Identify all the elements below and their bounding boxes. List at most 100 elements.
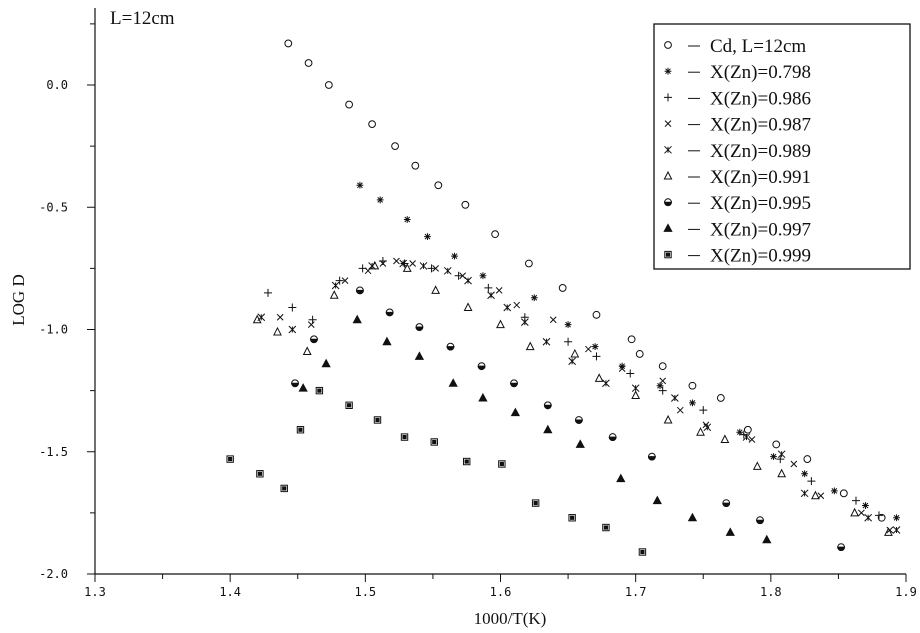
data-point	[558, 284, 567, 292]
data-point	[341, 277, 349, 284]
data-point	[252, 314, 262, 324]
data-point	[602, 523, 610, 532]
data-point	[391, 142, 399, 151]
data-point	[892, 526, 901, 534]
data-point	[496, 319, 505, 329]
data-point	[461, 200, 470, 209]
data-point	[722, 499, 731, 507]
data-point	[699, 406, 708, 415]
data-point	[376, 196, 384, 204]
data-point	[524, 259, 533, 268]
x-tick-label: 1.3	[84, 585, 106, 599]
y-tick-label: -2.0	[39, 567, 68, 581]
data-point	[419, 262, 428, 270]
data-point	[484, 283, 493, 292]
data-point	[415, 323, 424, 331]
data-point	[618, 362, 626, 370]
data-point	[631, 390, 641, 400]
data-point	[574, 416, 583, 424]
data-point	[850, 507, 860, 517]
data-point	[307, 321, 315, 328]
data-point	[379, 260, 387, 267]
data-point	[663, 414, 673, 424]
data-point	[424, 233, 431, 240]
data-point	[446, 342, 455, 351]
data-point	[370, 260, 380, 270]
data-point	[743, 425, 752, 434]
data-point	[510, 379, 518, 388]
data-point	[671, 394, 679, 402]
legend-entry: Cd, L=12cm	[664, 36, 806, 57]
data-point	[803, 455, 812, 463]
series-1	[284, 39, 886, 522]
data-point	[284, 39, 293, 48]
data-point	[676, 406, 684, 414]
data-point	[409, 260, 416, 267]
data-point	[399, 259, 408, 268]
data-point	[877, 513, 886, 522]
data-point	[432, 265, 439, 272]
x-tick-label: 1.5	[354, 585, 376, 599]
data-point	[736, 428, 744, 436]
data-point	[373, 416, 382, 424]
data-point	[594, 373, 604, 382]
data-point	[291, 379, 299, 388]
data-point	[543, 401, 552, 410]
data-point	[454, 271, 463, 280]
data-point	[304, 59, 313, 67]
y-tick-label: -0.5	[39, 200, 68, 214]
x-tick-label: 1.6	[490, 585, 512, 599]
legend-marker	[664, 145, 672, 154]
data-point	[564, 337, 573, 346]
data-point	[479, 272, 487, 280]
data-point	[335, 276, 344, 285]
data-point	[403, 216, 411, 223]
data-point	[807, 477, 816, 486]
data-point	[635, 350, 644, 358]
data-point	[525, 341, 535, 351]
series-2	[356, 181, 900, 522]
data-point	[748, 436, 756, 443]
data-point	[618, 365, 626, 372]
data-point	[430, 438, 438, 446]
data-point	[585, 345, 592, 353]
data-point	[864, 513, 873, 522]
legend-marker	[664, 198, 672, 207]
data-point	[331, 281, 340, 290]
data-point	[725, 527, 735, 536]
data-point	[862, 502, 869, 509]
data-point	[851, 496, 860, 505]
data-point	[656, 382, 664, 390]
data-point	[564, 321, 572, 329]
data-point	[298, 383, 308, 392]
data-point	[608, 433, 617, 441]
series-5	[257, 259, 901, 534]
data-point	[385, 308, 394, 317]
legend-entry: X(Zn)=0.997	[663, 219, 811, 240]
series-9	[226, 386, 647, 556]
data-point	[800, 489, 809, 498]
data-point	[364, 267, 372, 275]
data-point	[393, 257, 400, 265]
data-points	[226, 39, 901, 556]
legend-entry: X(Zn)=0.995	[664, 193, 811, 214]
data-point	[356, 286, 364, 295]
data-point	[543, 424, 553, 434]
data-point	[696, 427, 705, 436]
data-point	[414, 351, 425, 360]
legend-marker	[664, 93, 672, 102]
data-point	[658, 386, 667, 395]
data-point	[324, 81, 333, 89]
legend-entry: X(Zn)=0.986	[664, 88, 811, 109]
data-point	[772, 440, 781, 449]
axes: 1.3 1.4 1.5 1.6 1.7 1.8 1.9 -2.0 -1.5 -1.0 -0.5 0.0	[39, 8, 917, 599]
series-7	[291, 286, 846, 552]
data-point	[742, 433, 751, 441]
y-tick-label: -1.5	[39, 445, 68, 459]
data-point	[451, 252, 458, 260]
data-point	[570, 348, 580, 358]
x-tick-label: 1.9	[895, 585, 917, 599]
data-point	[568, 357, 576, 366]
data-point	[592, 352, 601, 361]
